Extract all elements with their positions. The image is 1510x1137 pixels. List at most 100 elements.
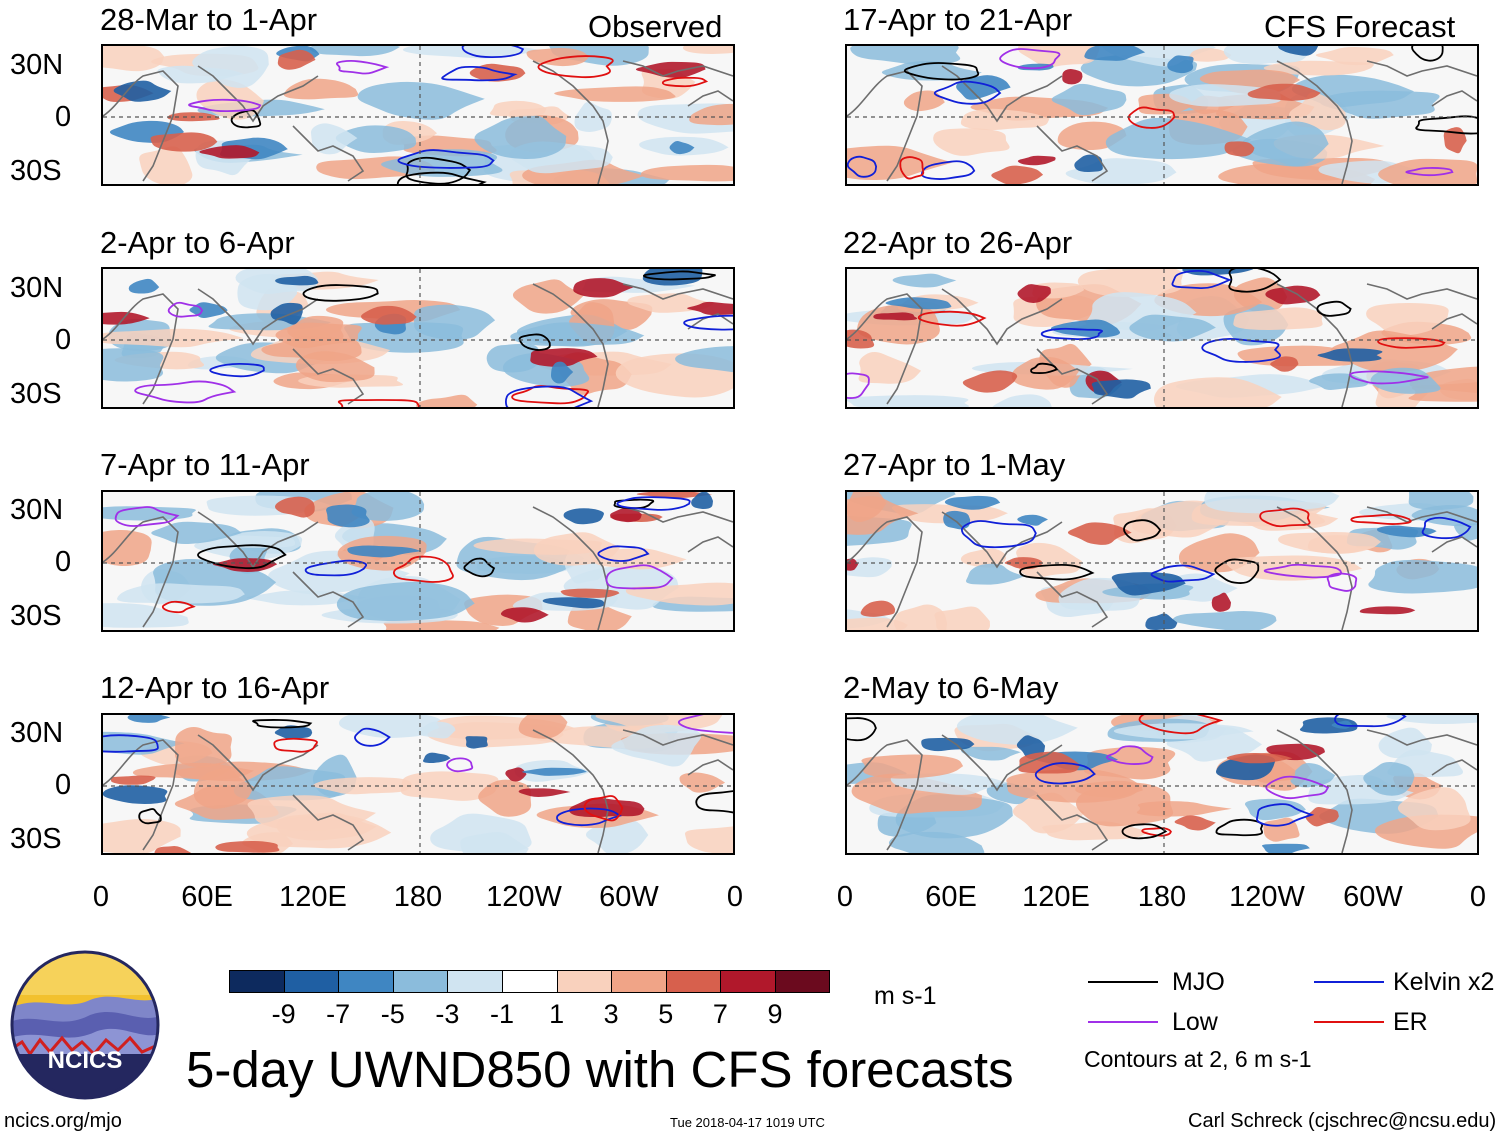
- anomaly-shade: [518, 715, 568, 739]
- wave-contour: [1415, 115, 1477, 135]
- wave-contour: [505, 385, 594, 407]
- anomaly-core: [847, 558, 859, 571]
- anomaly-core: [1067, 522, 1132, 545]
- anomaly-shade: [933, 128, 1010, 156]
- anomaly-core: [277, 49, 316, 70]
- anomaly-core: [1074, 154, 1103, 173]
- anomaly-shade: [1105, 117, 1252, 160]
- anomaly-core: [150, 132, 218, 152]
- lon-label-left-0: 0: [92, 881, 110, 913]
- map-field: [847, 269, 1477, 407]
- wave-contour: [273, 737, 318, 753]
- anomaly-core: [347, 545, 422, 558]
- anomaly-shade: [1408, 492, 1474, 511]
- coastline: [1366, 60, 1477, 77]
- wave-contour: [933, 80, 1002, 105]
- forecast-map-2[interactable]: [845, 267, 1479, 409]
- wave-contour: [405, 156, 472, 184]
- coastline: [197, 734, 319, 792]
- coastline: [103, 70, 179, 182]
- wave-contour: [695, 790, 733, 814]
- forecast-map-4[interactable]: [845, 713, 1479, 855]
- coastline: [292, 794, 365, 851]
- wave-contour: [354, 727, 391, 747]
- lon-label-left-60w: 60W: [599, 881, 659, 913]
- colorbar-swatch: [720, 970, 776, 993]
- lat-label-eq: 0: [55, 324, 72, 356]
- anomaly-shade: [1330, 330, 1458, 373]
- wave-contour: [161, 600, 196, 614]
- anomaly-shade: [850, 46, 961, 66]
- observed-panel-1-title: 28-Mar to 1-Apr: [100, 2, 318, 37]
- wave-contour: [605, 564, 674, 590]
- forecast-map-3[interactable]: [845, 490, 1479, 632]
- observed-map-3[interactable]: [101, 490, 735, 632]
- coastline: [687, 536, 733, 553]
- anomaly-core: [1278, 46, 1319, 56]
- forecast-panel-2-title: 22-Apr to 26-Apr: [843, 225, 1073, 260]
- observed-map-2[interactable]: [101, 267, 735, 409]
- observed-map-4[interactable]: [101, 713, 735, 855]
- anomaly-shade: [1290, 763, 1336, 788]
- anomaly-shade: [417, 721, 456, 739]
- anomaly-shade: [934, 606, 991, 630]
- anomaly-core: [687, 301, 733, 316]
- anomaly-core: [1017, 284, 1051, 303]
- footer-author[interactable]: Carl Schreck (cjschrec@ncsu.edu): [1188, 1110, 1497, 1132]
- anomaly-shade: [1366, 302, 1449, 336]
- colorbar-tick-label: -1: [489, 999, 515, 1029]
- wave-contour: [1150, 564, 1216, 583]
- anomaly-shade: [1397, 787, 1471, 831]
- anomaly-core: [522, 767, 587, 776]
- coastline: [1036, 571, 1109, 628]
- anomaly-shade: [132, 762, 254, 781]
- wave-contour: [1121, 823, 1168, 840]
- wave-contour: [463, 557, 496, 578]
- anomaly-core: [518, 788, 571, 797]
- anomaly-shade: [1378, 158, 1477, 184]
- wave-contour: [1106, 745, 1154, 765]
- lon-label-right-120w: 120W: [1229, 881, 1305, 913]
- coastline: [941, 511, 1063, 569]
- wave-contour: [1259, 507, 1311, 528]
- anomaly-core: [1017, 155, 1056, 166]
- colorbar-tick-label: -9: [271, 999, 296, 1029]
- anomaly-core: [550, 361, 574, 384]
- anomaly-shade: [276, 812, 377, 841]
- anomaly-shade: [1308, 774, 1414, 805]
- anomaly-shade: [335, 125, 417, 154]
- footer-url[interactable]: ncics.org/mjo: [4, 1110, 122, 1132]
- anomaly-shade: [1173, 611, 1277, 630]
- colorbar-divider: [502, 970, 503, 993]
- anomaly-core: [1211, 592, 1231, 612]
- anomaly-core: [962, 370, 1018, 393]
- observed-panel-3-title: 7-Apr to 11-Apr: [100, 447, 310, 482]
- coastline: [197, 511, 319, 569]
- anomaly-core: [944, 495, 1001, 510]
- observed-map-1[interactable]: [101, 44, 735, 186]
- wave-contour: [1256, 803, 1315, 827]
- wave-contour: [302, 284, 379, 302]
- coastline: [1276, 506, 1353, 630]
- anomaly-core: [274, 725, 313, 740]
- forecast-map-1[interactable]: [845, 44, 1479, 186]
- anomaly-shade: [309, 46, 401, 57]
- colorbar-divider: [665, 970, 667, 993]
- wave-contour: [1138, 715, 1224, 735]
- anomaly-shade: [402, 46, 542, 59]
- legend-er-label: ER: [1393, 1008, 1428, 1036]
- coastline: [847, 70, 923, 182]
- wave-contour: [335, 60, 390, 75]
- forecast-panel-4-title: 2-May to 6-May: [843, 670, 1059, 705]
- anomaly-core: [199, 145, 260, 159]
- anomaly-core: [215, 841, 280, 853]
- colorbar-swatch: [665, 970, 721, 993]
- forecast-panel-3-title: 27-Apr to 1-May: [843, 447, 1066, 482]
- wave-contour: [1030, 362, 1059, 374]
- wave-contour: [683, 314, 733, 331]
- wave-contour: [1127, 106, 1176, 129]
- coastline: [1276, 729, 1353, 853]
- anomaly-shade: [847, 496, 919, 535]
- anomaly-core: [873, 312, 918, 321]
- anomaly-core: [274, 496, 315, 518]
